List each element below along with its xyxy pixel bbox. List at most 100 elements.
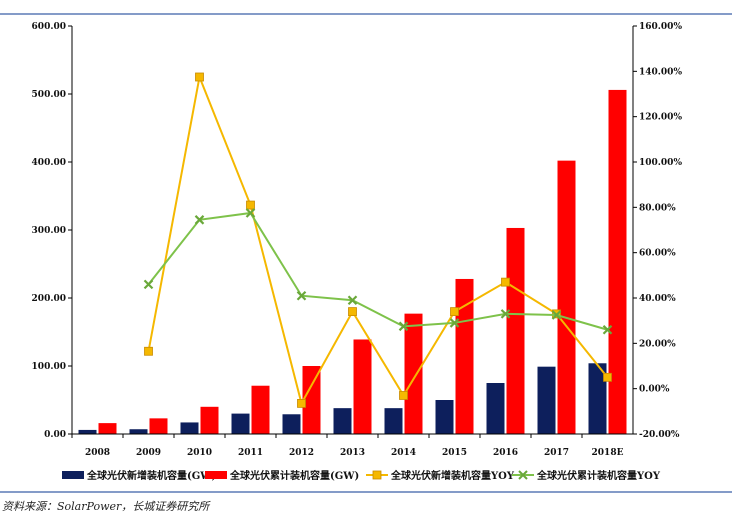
- bar-cumulative-capacity-2013: [353, 339, 372, 434]
- line-new-capacity-yoy: [147, 73, 609, 407]
- x-tick-label-2014: 2014: [391, 448, 416, 458]
- x-tick-label-2009: 2009: [136, 448, 161, 458]
- legend-label: 全球光伏新增装机容量(GW): [86, 469, 216, 482]
- right-tick-label: 100.00%: [639, 158, 682, 168]
- right-tick-label: 0.00%: [639, 385, 670, 395]
- right-tick-label: 40.00%: [639, 294, 676, 304]
- point-cumulative-capacity-yoy-2016: [500, 309, 511, 319]
- x-tick-label-2017: 2017: [544, 448, 569, 458]
- legend-swatch: [205, 471, 227, 479]
- point-cumulative-capacity-yoy-2018E: [602, 324, 613, 335]
- point-cumulative-capacity-yoy-2013: [347, 295, 358, 306]
- bar-layer: [78, 89, 627, 435]
- bar-cumulative-capacity-2010: [200, 406, 219, 434]
- left-tick-label: 500.00: [32, 90, 66, 100]
- marker-stroke: [245, 208, 256, 218]
- legend: 全球光伏新增装机容量(GW) 全球光伏累计装机容量(GW) 全球光伏新增装机容量YO…: [62, 469, 661, 482]
- x-tick-label-2012: 2012: [289, 448, 314, 458]
- legend-marker: [372, 470, 382, 480]
- point-cumulative-capacity-yoy-2009: [143, 279, 154, 290]
- marker-stroke: [194, 215, 205, 225]
- bar-new-capacity-2008: [78, 429, 97, 434]
- right-tick-label: -20.00%: [639, 430, 680, 440]
- bar-new-capacity-2015: [435, 400, 454, 434]
- bar-new-capacity-2016: [486, 383, 505, 434]
- bar-cumulative-capacity-2014: [404, 313, 423, 434]
- bar-cumulative-capacity-2016: [506, 227, 525, 434]
- marker-stroke: [602, 324, 613, 335]
- bar-cumulative-capacity-2015: [455, 278, 474, 434]
- bar-new-capacity-2012: [282, 414, 301, 434]
- x-tick-label-2015: 2015: [442, 448, 467, 458]
- point-new-capacity-yoy-2011: [246, 200, 255, 210]
- right-tick-label: 160.00%: [639, 22, 682, 32]
- point-cumulative-capacity-yoy-2015: [449, 318, 460, 328]
- left-tick-label: 400.00: [32, 158, 66, 168]
- line-layer: [143, 72, 613, 408]
- x-tick-label-2008: 2008: [85, 448, 110, 458]
- legend-swatch: [62, 471, 84, 479]
- x-tick-label-2013: 2013: [340, 448, 365, 458]
- marker-stroke: [398, 321, 409, 332]
- right-tick-label: 20.00%: [639, 339, 676, 349]
- axes-layer: 0.00 100.00 200.00 300.00 400.00 500.00 600.00…: [32, 22, 683, 458]
- point-cumulative-capacity-yoy-2012: [296, 290, 307, 301]
- bar-cumulative-capacity-2018E: [608, 89, 627, 435]
- right-tick-label: 80.00%: [639, 203, 676, 213]
- right-tick-label: 120.00%: [639, 113, 682, 123]
- point-cumulative-capacity-yoy-2010: [194, 215, 205, 225]
- legend-label: 全球光伏累计装机容量(GW): [229, 469, 359, 482]
- bar-new-capacity-2010: [180, 422, 199, 434]
- left-tick-label: 600.00: [32, 22, 66, 32]
- legend-item-1[interactable]: 全球光伏新增装机容量(GW): [62, 469, 216, 482]
- left-tick-label: 200.00: [32, 294, 66, 304]
- x-tick-label-2010: 2010: [187, 448, 212, 458]
- marker-stroke: [143, 279, 154, 290]
- marker-stroke: [347, 295, 358, 306]
- point-new-capacity-yoy-2015: [450, 307, 459, 317]
- bar-cumulative-capacity-2009: [149, 418, 168, 434]
- x-tick-label-2011: 2011: [238, 448, 263, 458]
- point-new-capacity-yoy-2013: [348, 307, 357, 317]
- left-tick-label: 0.00: [44, 430, 66, 440]
- bar-cumulative-capacity-2011: [251, 385, 270, 434]
- legend-label: 全球光伏新增装机容量YOY: [390, 469, 515, 482]
- bar-new-capacity-2017: [537, 366, 556, 434]
- bar-new-capacity-2013: [333, 408, 352, 434]
- bar-new-capacity-2011: [231, 413, 250, 434]
- legend-item-2[interactable]: 全球光伏累计装机容量(GW): [205, 469, 359, 482]
- bar-new-capacity-2018E: [588, 363, 607, 434]
- point-new-capacity-yoy-2018E: [603, 372, 612, 382]
- source-note: 资料来源：SolarPower，长城证券研究所: [2, 500, 211, 513]
- point-new-capacity-yoy-2012: [297, 398, 306, 408]
- marker-stroke: [500, 309, 511, 319]
- left-tick-label: 100.00: [32, 362, 66, 372]
- marker-stroke: [551, 310, 562, 320]
- marker-stroke: [296, 290, 307, 301]
- marker-stroke: [449, 318, 460, 328]
- bar-cumulative-capacity-2012: [302, 366, 321, 434]
- line-cumulative-capacity-yoy: [147, 211, 608, 331]
- right-tick-label: 60.00%: [639, 249, 676, 259]
- legend-marker: [518, 470, 528, 480]
- left-tick-label: 300.00: [32, 226, 66, 236]
- point-cumulative-capacity-yoy-2017: [551, 310, 562, 320]
- legend-item-4[interactable]: 全球光伏累计装机容量YOY: [512, 469, 661, 482]
- point-cumulative-capacity-yoy-2014: [398, 321, 409, 332]
- right-tick-label: 140.00%: [639, 67, 682, 77]
- point-new-capacity-yoy-2010: [195, 72, 204, 82]
- point-cumulative-capacity-yoy-2011: [245, 208, 256, 218]
- x-tick-label-2018E: 2018E: [592, 448, 624, 458]
- x-tick-label-2016: 2016: [493, 448, 518, 458]
- legend-label: 全球光伏累计装机容量YOY: [536, 469, 661, 482]
- bar-new-capacity-2014: [384, 408, 403, 434]
- legend-item-3[interactable]: 全球光伏新增装机容量YOY: [366, 469, 515, 482]
- point-new-capacity-yoy-2014: [399, 391, 408, 400]
- bar-cumulative-capacity-2008: [98, 423, 117, 434]
- bar-cumulative-capacity-2017: [557, 160, 576, 434]
- point-new-capacity-yoy-2016: [501, 277, 510, 287]
- bar-new-capacity-2009: [129, 429, 148, 434]
- point-new-capacity-yoy-2009: [144, 346, 153, 356]
